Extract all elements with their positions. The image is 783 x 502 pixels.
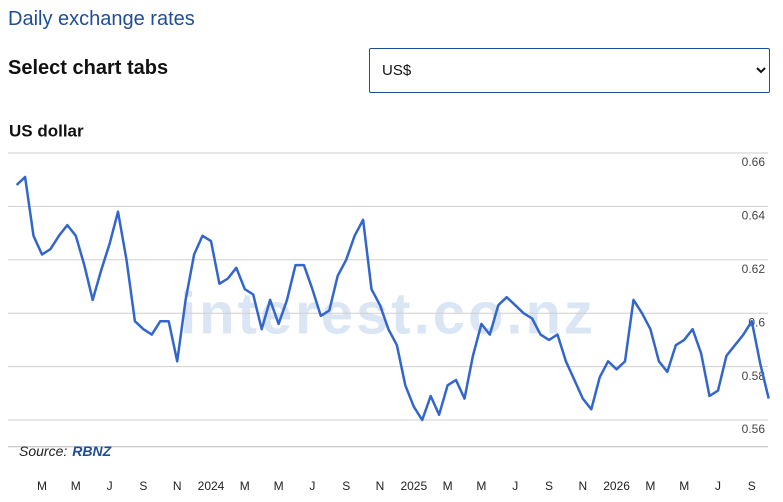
x-tick-label: J	[107, 479, 113, 493]
x-tick-label: M	[443, 479, 453, 493]
x-tick-label: 2025	[400, 479, 427, 493]
x-tick-label: 2026	[603, 479, 630, 493]
x-tick-label: M	[679, 479, 689, 493]
watermark: interest.co.nz	[180, 281, 596, 346]
x-tick-label: N	[578, 479, 587, 493]
x-tick-label: M	[274, 479, 284, 493]
source: Source: RBNZ	[19, 443, 112, 459]
x-tick-label: S	[342, 479, 350, 493]
x-tick-label: M	[37, 479, 47, 493]
x-tick-label: S	[139, 479, 147, 493]
y-tick-label: 0.58	[742, 369, 766, 383]
chart-title: US dollar	[9, 121, 84, 140]
x-tick-label: N	[376, 479, 385, 493]
chart-select[interactable]: US$	[369, 48, 770, 93]
x-tick-label: N	[173, 479, 182, 493]
y-tick-label: 0.56	[742, 422, 766, 436]
y-tick-label: 0.62	[742, 262, 766, 276]
x-tick-label: S	[748, 479, 756, 493]
line-series	[15, 175, 770, 422]
x-tick-label: J	[309, 479, 315, 493]
x-tick-label: J	[512, 479, 518, 493]
source-label: Source:	[19, 443, 67, 459]
x-tick-label: S	[545, 479, 553, 493]
x-tick-label: 2024	[198, 479, 225, 493]
source-link[interactable]: RBNZ	[72, 443, 111, 459]
select-label: Select chart tabs	[8, 57, 169, 79]
x-tick-label: M	[71, 479, 81, 493]
page-title: Daily exchange rates	[8, 8, 195, 30]
x-tick-label: M	[476, 479, 486, 493]
x-tick-label: M	[240, 479, 250, 493]
x-tick-label: J	[715, 479, 721, 493]
x-tick-label: M	[645, 479, 655, 493]
y-tick-label: 0.66	[742, 155, 766, 169]
y-tick-label: 0.64	[742, 209, 766, 223]
